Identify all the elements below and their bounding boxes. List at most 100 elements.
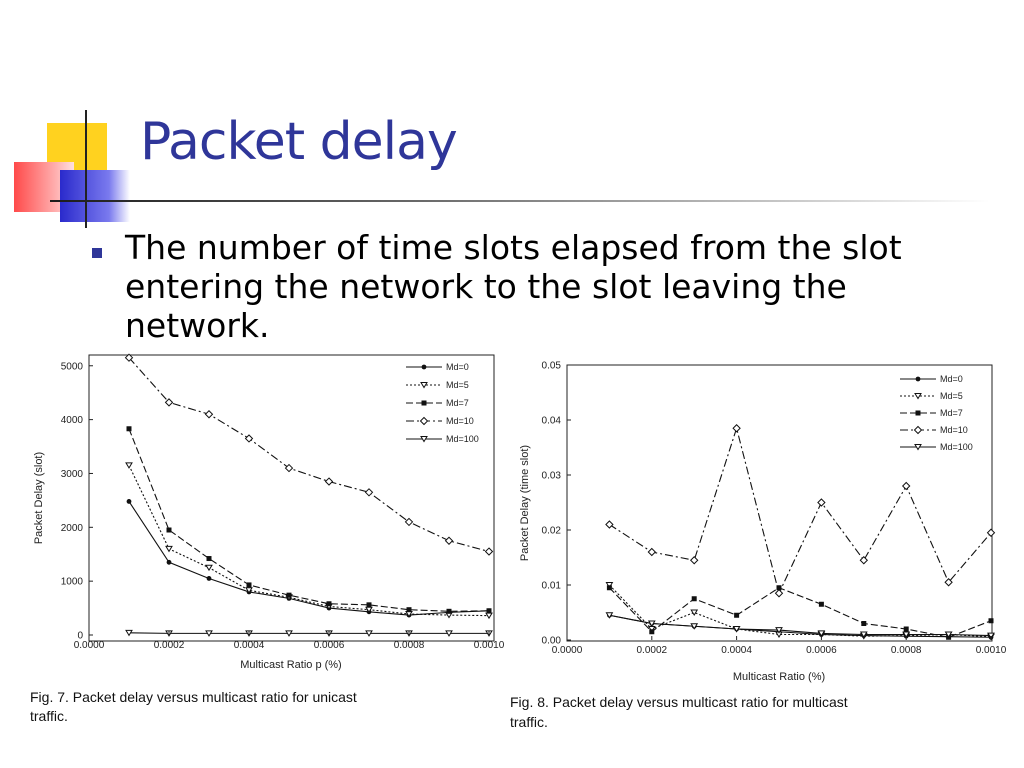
data-point [817, 498, 826, 507]
y-tick-label: 4000 [61, 415, 84, 426]
decor-vertical-line [85, 110, 87, 228]
y-tick-label: 0 [77, 631, 83, 642]
data-point [902, 631, 911, 638]
data-point [245, 587, 253, 594]
data-point [944, 578, 953, 587]
y-tick-label: 1000 [61, 577, 84, 588]
legend-label: Md=100 [446, 434, 479, 444]
data-point [690, 623, 699, 630]
data-point [205, 630, 213, 637]
chart-multicast: 0.0000 0.0002 0.0004 0.0006 0.0008 0.0010 0.00… [510, 361, 1007, 731]
data-point [446, 608, 452, 614]
legend-marker [915, 410, 921, 416]
data-point [445, 630, 453, 637]
data-point [126, 426, 132, 432]
decor-blue-square [60, 170, 130, 222]
data-point [126, 499, 132, 504]
data-point [324, 477, 334, 486]
x-axis-label: Multicast Ratio p (%) [240, 659, 341, 671]
data-point [166, 527, 172, 533]
legend-marker [915, 376, 921, 382]
y-tick-label: 0.00 [542, 636, 562, 647]
data-point [859, 631, 868, 638]
data-point [125, 462, 133, 469]
data-point [366, 602, 372, 608]
x-tick-label: 0.0004 [234, 640, 265, 651]
data-point [734, 612, 740, 618]
data-point [988, 618, 994, 624]
y-tick-label: 0.03 [542, 471, 562, 482]
bullet-marker [92, 248, 102, 258]
data-point [986, 528, 996, 537]
data-point [647, 620, 656, 627]
y-tick-label: 0.02 [542, 526, 562, 537]
data-point [406, 607, 412, 613]
data-point [859, 556, 869, 565]
series-line-md-0 [128, 501, 490, 616]
data-point [404, 517, 414, 527]
data-point [124, 353, 134, 362]
y-tick-label: 3000 [61, 469, 84, 480]
data-point [206, 576, 212, 581]
data-point [125, 629, 133, 637]
x-axis-label: Multicast Ratio (%) [733, 671, 825, 683]
series-line-md-5 [609, 584, 992, 638]
figure-caption-cont: traffic. [510, 714, 548, 730]
data-point [365, 630, 373, 637]
data-point [284, 463, 294, 473]
chart-unicast: 0.0000 0.0002 0.0004 0.0006 0.0008 0.0010 0 100… [30, 353, 505, 724]
data-point [689, 556, 699, 565]
data-point [164, 398, 174, 407]
data-point [206, 556, 212, 562]
legend-label: Md=7 [446, 398, 469, 408]
data-point [605, 582, 614, 589]
series-line-md-100 [609, 614, 992, 637]
y-tick-label: 0.05 [542, 361, 562, 372]
x-tick-label: 0.0010 [474, 640, 505, 651]
y-axis-label: Packet Delay (time slot) [519, 445, 531, 561]
data-point [326, 601, 332, 607]
data-point [364, 488, 374, 497]
bullet-text: The number of time slots elapsed from th… [125, 228, 902, 345]
data-point [987, 632, 995, 640]
data-point [285, 630, 293, 637]
x-tick-label: 0.0000 [74, 640, 105, 651]
data-point [286, 592, 292, 598]
x-tick-label: 0.0006 [314, 640, 345, 651]
series-line-md-7 [609, 587, 992, 638]
plot-frame [566, 364, 993, 642]
y-tick-label: 0.04 [542, 416, 562, 427]
figure-caption: Fig. 8. Packet delay versus multicast ra… [510, 694, 848, 710]
legend-label: Md=10 [940, 425, 968, 435]
data-point [901, 481, 911, 491]
legend-marker [420, 436, 428, 443]
slide-title: Packet delay [140, 112, 458, 172]
series-line-md-10 [609, 426, 992, 595]
legend-label: Md=100 [940, 442, 973, 452]
data-point [165, 545, 173, 553]
y-tick-label: 5000 [61, 361, 84, 372]
x-tick-label: 0.0008 [394, 640, 425, 651]
legend-marker [914, 393, 922, 400]
data-point [205, 564, 213, 572]
x-tick-label: 0.0000 [552, 645, 583, 656]
title-underline [50, 200, 990, 202]
data-point [774, 589, 784, 598]
data-point [732, 626, 741, 633]
data-point [606, 585, 612, 591]
legend-label: Md=0 [446, 362, 469, 372]
x-tick-label: 0.0002 [637, 645, 668, 656]
legend-marker [421, 400, 427, 406]
legend-label: Md=5 [940, 391, 963, 401]
y-axis-label: Packet Delay (slot) [33, 452, 45, 544]
data-point [818, 601, 824, 607]
series-line-md-5 [128, 465, 490, 617]
data-point [246, 582, 252, 588]
data-point [817, 630, 826, 637]
legend-marker [421, 364, 427, 370]
legend-marker [914, 444, 922, 451]
legend-label: Md=5 [446, 380, 469, 390]
data-point [166, 559, 172, 565]
series-line-md-100 [128, 632, 489, 634]
data-point [775, 627, 783, 634]
